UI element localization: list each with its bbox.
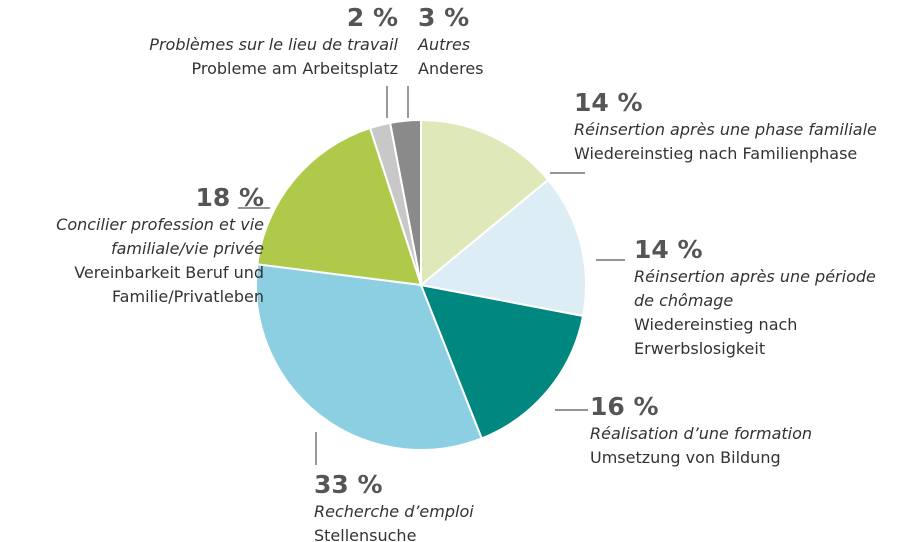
- slice-label: 14 % Réinsertion après une phase familial…: [574, 88, 914, 166]
- label-fr: Réalisation d’une formation: [590, 424, 813, 443]
- label-fr: Réinsertion après une phase familiale: [574, 120, 877, 139]
- label-de: Vereinbarkeit Beruf und Familie/Privatle…: [74, 263, 264, 306]
- label-fr: Concilier profession et vie familiale/vi…: [56, 215, 264, 258]
- label-de: Umsetzung von Bildung: [590, 448, 781, 467]
- pie-slice: [255, 263, 484, 451]
- slice-label: 16 % Réalisation d’une formation Umsetzung…: [590, 392, 890, 470]
- slice-label: 18 % Concilier profession et vie familial…: [2, 183, 264, 309]
- value-label: 33 %: [314, 470, 383, 499]
- slice-label: 3 % Autres Anderes: [418, 3, 538, 81]
- value-label: 3 %: [418, 3, 470, 32]
- label-fr: Réinsertion après une période de chômage: [634, 267, 876, 310]
- label-de: Wiedereinstieg nach Erwerbslosigkeit: [634, 315, 798, 358]
- label-de: Anderes: [418, 59, 484, 78]
- value-label: 14 %: [574, 88, 643, 117]
- pie-slice: [418, 178, 587, 318]
- slice-label: 2 % Problèmes sur le lieu de travail Probl…: [60, 3, 398, 81]
- value-label: 14 %: [634, 235, 703, 264]
- pie-slice: [420, 118, 550, 288]
- value-label: 16 %: [590, 392, 659, 421]
- label-de: Stellensuche: [314, 526, 417, 542]
- value-label: 2 %: [346, 3, 398, 32]
- label-de: Probleme am Arbeitsplatz: [191, 59, 398, 78]
- slice-label: 14 % Réinsertion après une période de chô…: [634, 235, 894, 361]
- slice-label: 33 % Recherche d’emploi Stellensuche: [314, 470, 614, 542]
- label-fr: Autres: [418, 35, 471, 54]
- label-de: Wiedereinstieg nach Familienphase: [574, 144, 858, 163]
- pie-slice: [419, 283, 585, 440]
- value-label: 18 %: [195, 183, 264, 212]
- label-fr: Recherche d’emploi: [314, 502, 474, 521]
- pie-slice: [256, 126, 423, 287]
- label-fr: Problèmes sur le lieu de travail: [149, 35, 398, 54]
